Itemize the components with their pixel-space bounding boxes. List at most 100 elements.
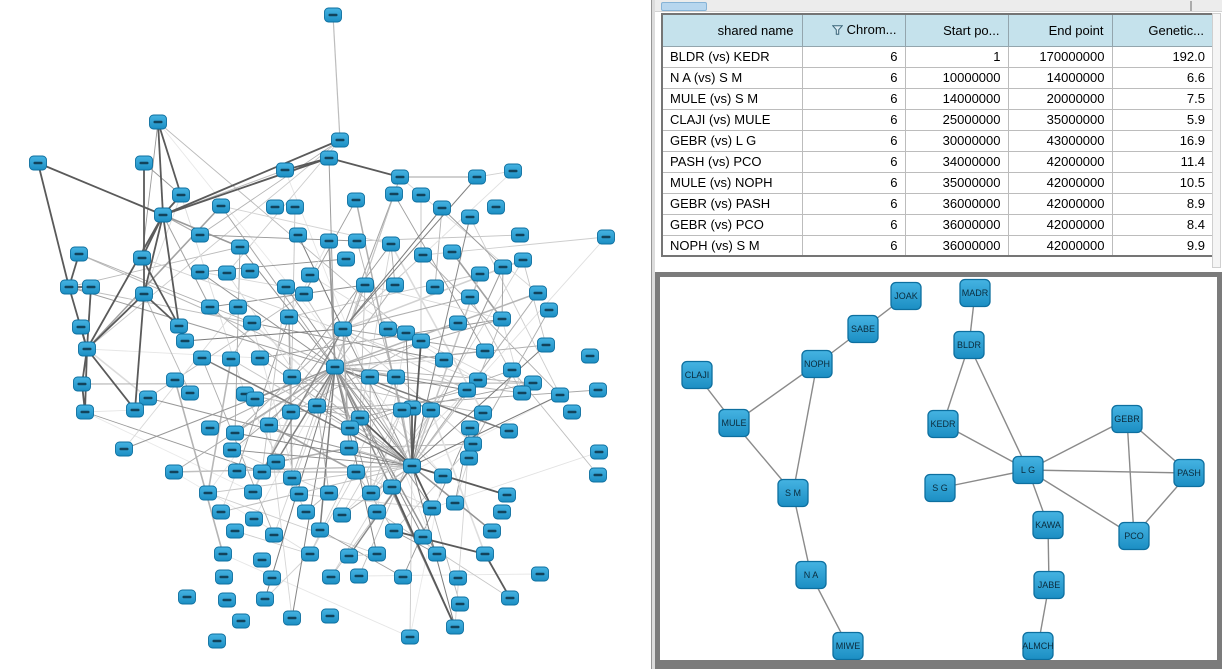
network-node[interactable] [115, 441, 133, 457]
network-node[interactable] [282, 404, 300, 420]
table-cell[interactable]: 42000000 [1007, 192, 1113, 215]
network-node[interactable] [226, 425, 244, 441]
network-node[interactable] [493, 311, 511, 327]
network-node[interactable] [529, 285, 547, 301]
network-node[interactable]: MIWE [832, 631, 864, 660]
network-node[interactable] [394, 569, 412, 585]
network-node[interactable] [297, 504, 315, 520]
table-row[interactable]: MULE (vs) NOPH 6 35000000 42000000 10.5 [661, 171, 1214, 194]
network-node[interactable]: KAWA [1032, 510, 1064, 540]
network-node[interactable] [266, 199, 284, 215]
table-cell[interactable]: 6 [801, 129, 906, 152]
network-node[interactable] [289, 227, 307, 243]
table-row[interactable]: GEBR (vs) PCO 6 36000000 42000000 8.4 [661, 213, 1214, 236]
network-node[interactable] [82, 279, 100, 295]
network-node[interactable] [165, 464, 183, 480]
network-node[interactable] [320, 150, 338, 166]
table-cell[interactable]: 192.0 [1111, 45, 1214, 68]
table-cell[interactable]: 9.9 [1111, 234, 1214, 257]
table-cell[interactable]: 36000000 [904, 213, 1009, 236]
network-node[interactable] [350, 568, 368, 584]
column-header-2[interactable]: Start po... [904, 13, 1009, 47]
network-node[interactable] [460, 450, 478, 466]
table-cell[interactable]: 14000000 [904, 87, 1009, 110]
table-cell[interactable]: 35000000 [1007, 108, 1113, 131]
table-row[interactable]: GEBR (vs) L G 6 30000000 43000000 16.9 [661, 129, 1214, 152]
network-node[interactable] [540, 302, 558, 318]
table-cell[interactable]: 8.4 [1111, 213, 1214, 236]
network-node[interactable] [435, 352, 453, 368]
table-row[interactable]: MULE (vs) S M 6 14000000 20000000 7.5 [661, 87, 1214, 110]
network-node[interactable]: S G [924, 473, 956, 503]
table-cell[interactable]: 16.9 [1111, 129, 1214, 152]
network-node[interactable] [383, 479, 401, 495]
large-network-canvas[interactable] [0, 0, 651, 669]
network-node[interactable] [201, 420, 219, 436]
table-cell[interactable]: 11.4 [1111, 150, 1214, 173]
table-cell[interactable]: 42000000 [1007, 234, 1113, 257]
table-cell[interactable]: 6.6 [1111, 66, 1214, 89]
table-cell[interactable]: MULE (vs) NOPH [661, 171, 803, 194]
table-cell[interactable]: GEBR (vs) PASH [661, 192, 803, 215]
table-cell[interactable]: 25000000 [904, 108, 1009, 131]
network-node[interactable] [531, 566, 549, 582]
network-node[interactable]: NOPH [801, 349, 833, 379]
network-node[interactable] [476, 546, 494, 562]
network-node[interactable] [504, 163, 522, 179]
network-node[interactable] [428, 546, 446, 562]
network-edge[interactable] [1027, 418, 1128, 471]
network-node[interactable] [286, 199, 304, 215]
network-node[interactable] [215, 569, 233, 585]
network-node[interactable] [443, 244, 461, 260]
table-cell[interactable]: 35000000 [904, 171, 1009, 194]
network-node[interactable]: KEDR [927, 409, 959, 439]
network-node[interactable] [283, 610, 301, 626]
panel-divider[interactable] [651, 0, 655, 669]
table-cell[interactable]: 6 [801, 150, 906, 173]
table-cell[interactable]: 20000000 [1007, 87, 1113, 110]
network-node[interactable] [340, 440, 358, 456]
network-node[interactable] [324, 7, 342, 23]
table-cell[interactable]: CLAJI (vs) MULE [661, 108, 803, 131]
network-node[interactable]: ALMCH [1022, 631, 1054, 660]
network-node[interactable] [166, 372, 184, 388]
network-node[interactable] [589, 382, 607, 398]
network-node[interactable]: JABE [1033, 570, 1065, 600]
network-node[interactable] [191, 264, 209, 280]
network-node[interactable] [494, 259, 512, 275]
network-node[interactable] [340, 548, 358, 564]
network-node[interactable] [434, 468, 452, 484]
network-node[interactable] [223, 442, 241, 458]
network-node[interactable] [337, 251, 355, 267]
network-node[interactable] [170, 318, 188, 334]
table-horizontal-scrollbar[interactable] [655, 0, 1222, 12]
network-node[interactable] [218, 592, 236, 608]
network-node[interactable] [464, 436, 482, 452]
network-node[interactable]: SABE [847, 314, 879, 344]
network-node[interactable] [212, 198, 230, 214]
network-node[interactable] [412, 187, 430, 203]
network-node[interactable] [267, 454, 285, 470]
network-node[interactable] [514, 252, 532, 268]
network-node[interactable] [347, 464, 365, 480]
network-edge[interactable] [1027, 469, 1190, 474]
network-node[interactable] [563, 404, 581, 420]
network-node[interactable] [308, 398, 326, 414]
network-node[interactable] [333, 507, 351, 523]
network-node[interactable] [301, 546, 319, 562]
network-node[interactable] [461, 420, 479, 436]
network-node[interactable] [426, 279, 444, 295]
network-node[interactable] [181, 385, 199, 401]
network-node[interactable] [368, 546, 386, 562]
network-node[interactable] [412, 333, 430, 349]
network-node[interactable] [73, 376, 91, 392]
network-node[interactable] [348, 233, 366, 249]
table-cell[interactable]: 6 [801, 87, 906, 110]
network-node[interactable] [503, 362, 521, 378]
column-header-3[interactable]: End point [1007, 13, 1113, 47]
network-node[interactable]: L G [1012, 455, 1044, 485]
network-node[interactable] [229, 299, 247, 315]
network-node[interactable] [422, 402, 440, 418]
network-node[interactable] [385, 186, 403, 202]
table-cell[interactable]: N A (vs) S M [661, 66, 803, 89]
